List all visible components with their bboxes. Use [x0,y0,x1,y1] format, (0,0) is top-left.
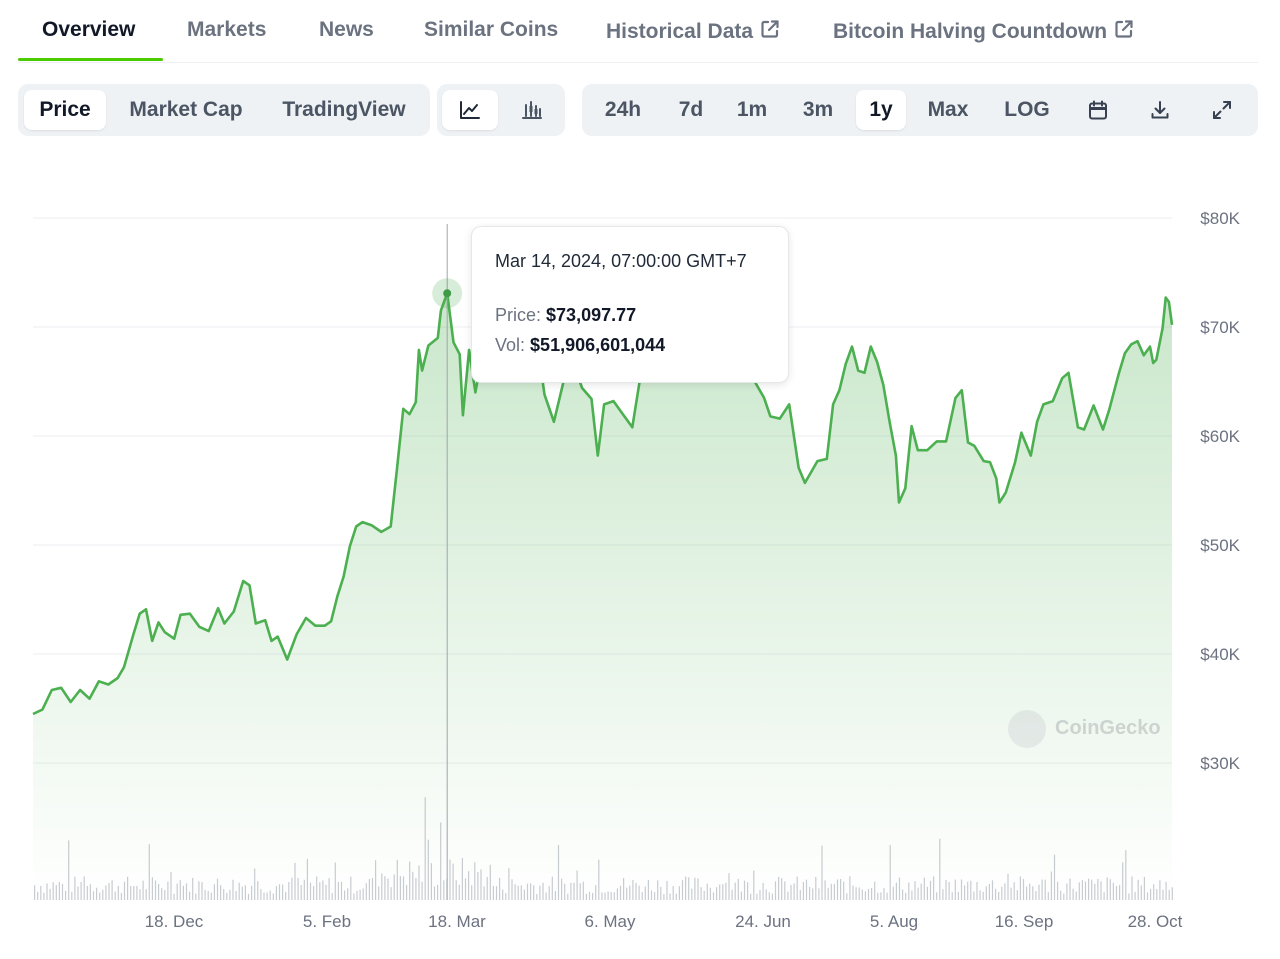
line-chart-icon [459,98,481,121]
range-max-button[interactable]: Max [927,98,969,121]
watermark-text: CoinGecko [1055,717,1161,739]
tab-news[interactable]: News [319,18,374,41]
x-tick-label: 5. Feb [303,912,351,931]
tooltip-vol-value: $51,906,601,044 [530,335,666,355]
y-axis: $30K $40K $50K $60K $70K $80K [1200,209,1240,773]
tab-bitcoin-halving-countdown[interactable]: Bitcoin Halving Countdown [833,18,1135,46]
x-tick-label: 28. Oct [1128,912,1183,931]
market-cap-button[interactable]: Market Cap [129,98,243,121]
external-link-icon [759,18,781,46]
download-icon [1149,98,1171,121]
range-selector: 24h 7d 1m 3m 1y Max LOG [582,84,1258,136]
volume-bar [1171,887,1173,900]
tooltip-volume: Vol: $51,906,601,044 [495,335,665,356]
range-24h-button[interactable]: 24h [604,98,642,121]
active-tab-indicator [18,58,163,61]
x-tick-label: 18. Mar [428,912,486,931]
log-scale-button[interactable]: LOG [1004,98,1050,121]
tooltip-date: Mar 14, 2024, 07:00:00 GMT+7 [495,251,747,271]
tooltip-vol-label: Vol: [495,335,526,355]
external-link-icon [1113,18,1135,46]
hover-point [443,289,452,298]
x-tick-label: 24. Jun [735,912,791,931]
tab-halving-label: Bitcoin Halving Countdown [833,20,1108,43]
x-tick-label: 5. Aug [870,912,918,931]
candlestick-icon [521,98,543,121]
range-1y-button[interactable]: 1y [856,90,906,130]
chart-type-selector [437,84,565,136]
tab-historical-data[interactable]: Historical Data [606,18,781,46]
range-3m-button[interactable]: 3m [802,98,834,121]
fullscreen-icon [1211,98,1233,121]
y-tick-label: $60K [1200,427,1240,446]
price-area [33,293,1172,900]
tab-markets[interactable]: Markets [187,18,267,41]
metric-selector: Price Market Cap TradingView [18,84,430,136]
y-tick-label: $70K [1200,318,1240,337]
x-tick-label: 18. Dec [145,912,204,931]
x-tick-label: 6. May [584,912,636,931]
tab-bar: Overview Markets News Similar Coins Hist… [18,0,1258,63]
calendar-button[interactable] [1076,90,1120,130]
y-tick-label: $30K [1200,754,1240,773]
y-tick-label: $50K [1200,536,1240,555]
tooltip-price: Price: $73,097.77 [495,305,636,326]
range-7d-button[interactable]: 7d [678,98,704,121]
x-axis: 18. Dec 5. Feb 18. Mar 6. May 24. Jun 5. Aug 1… [145,912,1183,931]
range-1m-button[interactable]: 1m [736,98,768,121]
candlestick-button[interactable] [504,90,560,130]
price-button[interactable]: Price [24,90,106,130]
tooltip-price-value: $73,097.77 [546,305,637,325]
coingecko-watermark: CoinGecko [1008,710,1168,750]
y-tick-label: $40K [1200,645,1240,664]
tab-overview[interactable]: Overview [42,18,136,41]
tooltip-price-label: Price: [495,305,542,325]
price-line [32,291,1174,716]
line-chart-button[interactable] [442,90,498,130]
download-button[interactable] [1138,90,1182,130]
y-tick-label: $80K [1200,209,1240,228]
tab-similar-coins[interactable]: Similar Coins [424,18,559,41]
coingecko-logo-icon [1008,710,1046,748]
chart-tooltip: Mar 14, 2024, 07:00:00 GMT+7 Price: $73,… [471,226,789,383]
price-chart[interactable]: $30K$40K$50K$60K$70K$80K 18. Dec 5. Feb 18… [0,150,1280,950]
tradingview-button[interactable]: TradingView [282,98,406,121]
x-tick-label: 16. Sep [995,912,1054,931]
calendar-icon [1087,98,1109,121]
tab-historical-data-label: Historical Data [606,20,754,43]
fullscreen-button[interactable] [1200,90,1244,130]
